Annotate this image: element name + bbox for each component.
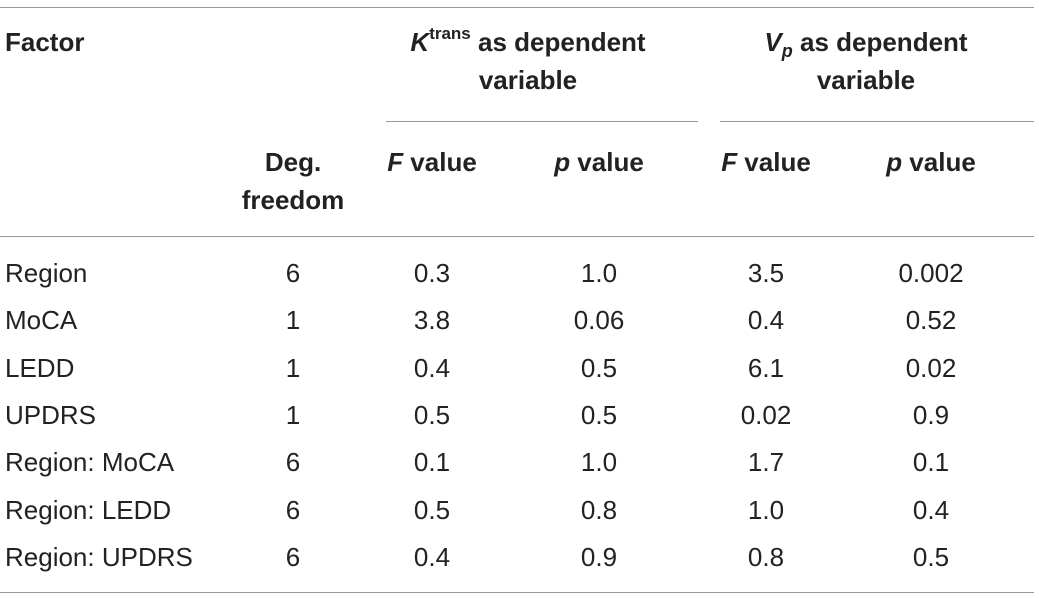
ktrans-f-value-cell: 0.4 xyxy=(413,353,451,383)
deg-freedom-cell: 6 xyxy=(285,542,301,572)
ktrans-p-value-cell: 0.5 xyxy=(580,400,618,430)
deg-freedom-cell: 1 xyxy=(285,305,301,335)
f-symbol: F xyxy=(721,147,738,177)
p-symbol: p xyxy=(886,147,903,177)
f-symbol: F xyxy=(387,147,404,177)
ktrans-header-text: as dependent xyxy=(470,27,646,57)
factor-cell: Region xyxy=(5,258,88,288)
deg-freedom-cell: 6 xyxy=(285,495,301,525)
vp-p-value-cell: 0.002 xyxy=(898,258,964,288)
deg-freedom-cell: 1 xyxy=(285,353,301,383)
ktrans-p-value-header: p value xyxy=(554,145,644,179)
factor-cell: UPDRS xyxy=(5,400,97,430)
ktrans-f-value-cell: 0.3 xyxy=(413,258,451,288)
ktrans-f-value-cell: 0.5 xyxy=(413,495,451,525)
vp-group-header-line2: variable xyxy=(816,65,916,95)
ktrans-f-value-cell: 0.4 xyxy=(413,542,451,572)
header-bottom-rule xyxy=(0,236,1034,237)
value-word: value xyxy=(403,147,477,177)
vp-group-header: Vp as dependent xyxy=(764,25,968,61)
vp-f-value-cell: 1.0 xyxy=(747,495,785,525)
vp-f-value-cell: 1.7 xyxy=(747,447,785,477)
ktrans-p-value-cell: 0.9 xyxy=(580,542,618,572)
factor-cell: MoCA xyxy=(5,305,78,335)
ktrans-group-header: Ktrans as dependent xyxy=(410,25,645,59)
factor-cell: Region: UPDRS xyxy=(5,542,193,572)
ktrans-f-value-header: F value xyxy=(387,145,477,179)
vp-p-value-header: p value xyxy=(886,145,976,179)
vp-header-text: as dependent xyxy=(792,27,968,57)
ktrans-f-value-cell: 0.1 xyxy=(413,447,451,477)
factor-cell: Region: MoCA xyxy=(5,447,175,477)
vp-f-value-cell: 0.02 xyxy=(740,400,792,430)
vp-p-value-cell: 0.4 xyxy=(912,495,950,525)
ktrans-p-value-cell: 1.0 xyxy=(580,447,618,477)
vp-f-value-cell: 0.8 xyxy=(747,542,785,572)
ktrans-superscript: trans xyxy=(429,24,471,43)
ktrans-group-rule xyxy=(386,121,698,122)
vp-p-value-cell: 0.9 xyxy=(912,400,950,430)
deg-freedom-cell: 1 xyxy=(285,400,301,430)
ktrans-p-value-cell: 0.8 xyxy=(580,495,618,525)
value-word: value xyxy=(737,147,811,177)
vp-p-value-cell: 0.52 xyxy=(905,305,957,335)
vp-group-rule xyxy=(720,121,1034,122)
value-word: value xyxy=(570,147,644,177)
deg-freedom-header: Deg. xyxy=(264,147,322,177)
p-symbol: p xyxy=(554,147,571,177)
table-bottom-rule xyxy=(0,592,1034,593)
deg-freedom-cell: 6 xyxy=(285,447,301,477)
table-top-rule xyxy=(0,7,1034,8)
vp-p-value-cell: 0.5 xyxy=(912,542,950,572)
ktrans-group-header-line2: variable xyxy=(478,65,578,95)
vp-p-value-cell: 0.02 xyxy=(905,353,957,383)
vp-symbol: V xyxy=(764,27,782,57)
ktrans-p-value-cell: 1.0 xyxy=(580,258,618,288)
ktrans-f-value-cell: 3.8 xyxy=(413,305,451,335)
factor-cell: LEDD xyxy=(5,353,75,383)
ktrans-p-value-cell: 0.06 xyxy=(573,305,625,335)
ktrans-p-value-cell: 0.5 xyxy=(580,353,618,383)
vp-f-value-header: F value xyxy=(721,145,811,179)
vp-f-value-cell: 6.1 xyxy=(747,353,785,383)
vp-p-value-cell: 0.1 xyxy=(912,447,950,477)
deg-freedom-header-line2: freedom xyxy=(241,185,345,215)
factor-header: Factor xyxy=(5,27,85,57)
ktrans-f-value-cell: 0.5 xyxy=(413,400,451,430)
ktrans-symbol: K xyxy=(410,27,430,57)
vp-f-value-cell: 0.4 xyxy=(747,305,785,335)
vp-subscript: p xyxy=(781,41,793,61)
value-word: value xyxy=(902,147,976,177)
factor-cell: Region: LEDD xyxy=(5,495,172,525)
deg-freedom-cell: 6 xyxy=(285,258,301,288)
vp-f-value-cell: 3.5 xyxy=(747,258,785,288)
